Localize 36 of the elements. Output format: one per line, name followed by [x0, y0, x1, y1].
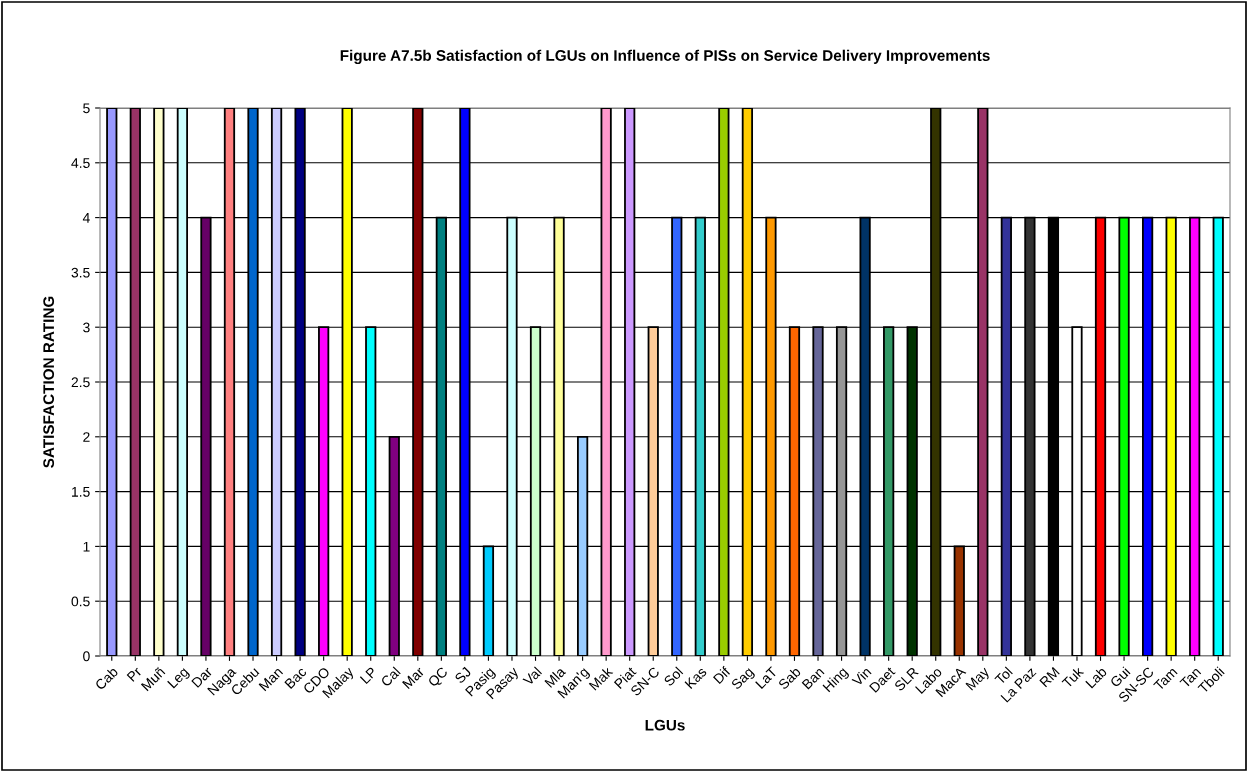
x-tick-label: Val — [522, 666, 543, 687]
x-tick-label: Sol — [663, 666, 684, 687]
x-tick-label: Sag — [730, 666, 756, 692]
y-tick-label: 1 — [83, 541, 90, 552]
y-tick-label: 1.5 — [72, 487, 90, 497]
chart-title: Figure A7.5b Satisfaction of LGUs on Influence of PISs on Service Delivery Improvements — [340, 49, 990, 65]
y-tick-label: 2 — [83, 432, 90, 442]
x-axis-title: LGUs — [645, 719, 685, 731]
y-tick-label: 0 — [83, 651, 90, 662]
y-tick-label: 3.5 — [71, 267, 90, 278]
x-tick-label: Tol — [994, 666, 1013, 686]
x-tick-label: LaT — [755, 666, 778, 690]
y-tick-label: 3 — [83, 322, 90, 333]
x-tick-label: May — [965, 666, 992, 693]
x-tick-label: RM — [1039, 666, 1060, 688]
y-tick-label: 0.5 — [71, 596, 90, 607]
x-tick-label: Cal — [380, 666, 401, 688]
x-tick-label: Sab — [777, 666, 802, 690]
y-axis-title: SATISFACTION RATING — [43, 296, 55, 468]
x-tick-label: Dif — [712, 665, 731, 685]
x-tick-label: LP — [359, 666, 378, 685]
x-tick-label: Tuk — [1061, 665, 1085, 689]
y-tick-label: 4 — [82, 213, 90, 223]
x-tick-label: Pr — [126, 666, 143, 682]
x-tick-label: Tam — [1153, 666, 1178, 692]
x-tick-label: Mar — [402, 666, 425, 690]
x-tick-label: Cab — [94, 666, 119, 691]
x-tick-label: Kas — [684, 666, 708, 690]
x-tick-label: QC — [427, 666, 450, 689]
x-tick-label: Man — [258, 666, 284, 692]
x-tick-label: Mak — [588, 665, 614, 691]
y-tick-label: 4.5 — [71, 158, 90, 168]
x-tick-label: Leg — [167, 666, 191, 691]
y-tick-label: 2.5 — [71, 377, 90, 388]
x-tick-label: Lab — [1084, 666, 1108, 689]
y-tick-label: 5 — [83, 103, 90, 114]
